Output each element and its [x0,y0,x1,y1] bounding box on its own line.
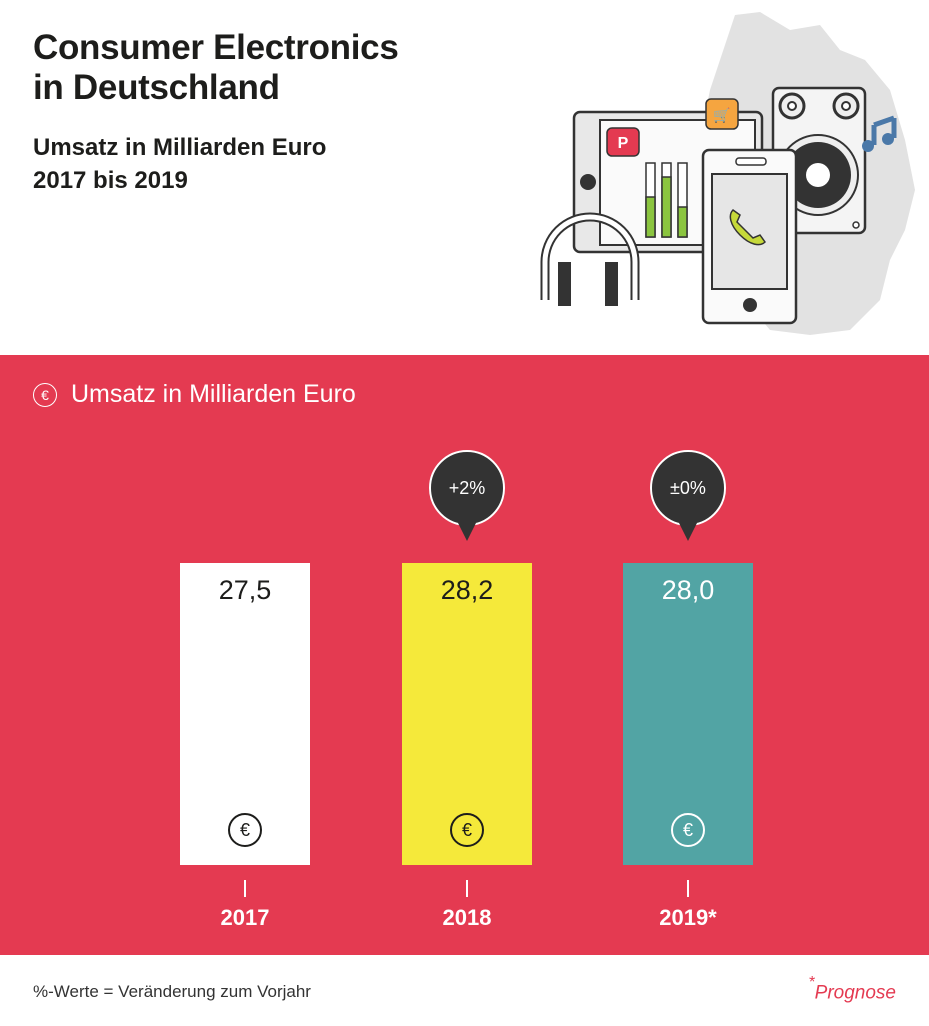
cart-icon: 🛒 [705,98,739,130]
title-line-2: in Deutschland [33,68,280,107]
music-note-icon [871,115,897,145]
equalizer-icon [645,162,688,238]
asterisk: * [808,974,815,991]
chart-panel: € Umsatz in Milliarden Euro 27,5 €2017 28,… [0,355,929,955]
bar-value-label: 28,2 [440,575,494,605]
bar-2019: 28,0 € [623,563,753,865]
subtitle: Umsatz in Milliarden Euro 2017 bis 2019 [33,131,326,197]
bar-2018: 28,2 € [402,563,532,865]
x-tick-label: 2019* [659,905,717,930]
change-bubble: ±0% [650,450,726,526]
subtitle-line-1: Umsatz in Milliarden Euro [33,134,327,161]
subtitle-line-2: 2017 bis 2019 [33,167,188,194]
page-title: Consumer Electronics in Deutschland [33,28,399,108]
svg-text:P: P [618,135,629,152]
footnote: %-Werte = Veränderung zum Vorjahr [33,982,311,1001]
panel-heading: € Umsatz in Milliarden Euro [33,380,356,409]
axis-tick [244,880,246,897]
phone-call-icon [729,209,766,246]
euro-icon: € [228,813,262,847]
bubble-tail [679,523,697,541]
prognose-label: Prognose [814,982,896,1004]
bubble-tail [458,523,476,541]
panel-heading-text: Umsatz in Milliarden Euro [71,380,356,408]
bar-value-label: 27,5 [218,575,272,605]
axis-tick [466,880,468,897]
euro-icon: € [33,382,57,407]
prognose-note: *Prognose [808,974,896,1004]
bar-2017: 27,5 € [180,563,310,865]
bar-value-label: 28,0 [661,575,715,605]
x-tick-label: 2017 [220,905,270,930]
pinterest-icon: P [606,127,640,157]
change-bubble: +2% [429,450,505,526]
title-line-1: Consumer Electronics [33,28,399,67]
euro-icon: € [450,813,484,847]
headphones-icon [540,212,640,306]
euro-icon: € [671,813,705,847]
electronics-illustration: P 🛒 [540,12,915,335]
axis-tick [687,880,689,897]
x-tick-label: 2018 [442,905,492,930]
svg-text:🛒: 🛒 [713,107,730,124]
